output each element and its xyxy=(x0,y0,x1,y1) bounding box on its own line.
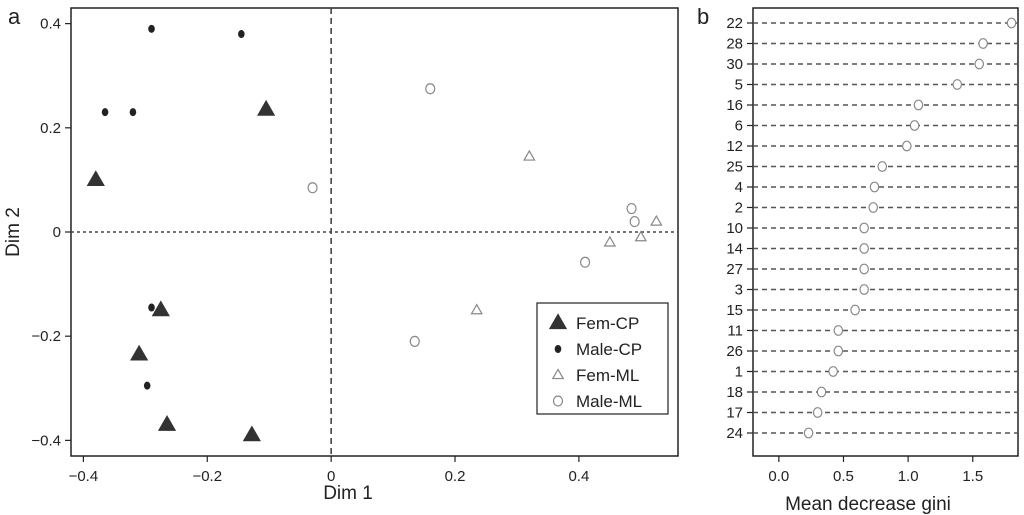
data-point-fem-cp xyxy=(130,344,149,361)
data-point-fem-ml xyxy=(603,235,617,247)
importance-dot xyxy=(952,79,963,90)
variable-label: 6 xyxy=(735,118,743,135)
x-tick-label: 1.0 xyxy=(898,468,919,485)
variable-label: 3 xyxy=(735,282,743,299)
x-tick-label: 1.5 xyxy=(962,468,983,485)
importance-dot xyxy=(859,222,869,234)
variable-label: 18 xyxy=(726,384,743,401)
importance-dot xyxy=(978,38,988,49)
data-point-male-ml xyxy=(409,335,420,347)
data-point-male-cp xyxy=(143,381,151,390)
variable-label: 12 xyxy=(726,138,743,155)
variable-label: 17 xyxy=(726,405,743,422)
importance-dot xyxy=(828,366,838,377)
data-point-fem-cp xyxy=(151,300,170,317)
x-tick-label: 0.2 xyxy=(445,468,466,485)
y-tick-label: 0 xyxy=(53,224,61,241)
legend-marker-fem-ml xyxy=(551,368,565,380)
data-point-fem-cp xyxy=(242,425,261,442)
variable-label: 11 xyxy=(727,323,743,340)
data-point-male-cp xyxy=(101,108,109,117)
importance-dot xyxy=(812,407,823,418)
variable-label: 27 xyxy=(726,261,743,278)
variable-label: 28 xyxy=(726,36,743,53)
data-point-male-cp xyxy=(238,30,245,39)
variable-label: 5 xyxy=(735,77,743,94)
y-tick-label: −0.2 xyxy=(31,328,61,345)
importance-dot xyxy=(974,58,985,70)
panel-a-scatter-chart: −0.4 −0.2 0 0.2 0.4 −0.4 −0.2 0 0.2 0.4 Dim 1 Di… xyxy=(3,7,679,504)
importance-dot xyxy=(833,325,844,336)
x-tick-label: 0.4 xyxy=(568,468,589,485)
importance-dot xyxy=(877,161,888,172)
variable-label: 15 xyxy=(726,302,743,319)
y-tick-label: −0.4 xyxy=(31,432,61,449)
variable-label: 26 xyxy=(726,343,743,360)
data-point-fem-ml xyxy=(523,149,536,161)
legend-marker-male-cp xyxy=(554,345,562,353)
data-point-fem-ml xyxy=(650,214,663,226)
importance-dot xyxy=(909,120,920,131)
panel-b-dot-chart: 22 28 30 5 16 6 12 25 4 2 10 14 27 3 15 11 26 1 18 17 24 0.0… xyxy=(726,7,1019,515)
importance-dot xyxy=(902,140,912,152)
variable-label: 14 xyxy=(726,241,743,258)
y-tick-label: 0.2 xyxy=(40,120,61,137)
importance-dot xyxy=(850,304,860,316)
variable-label: 16 xyxy=(726,97,743,114)
data-point-male-ml xyxy=(626,202,637,215)
importance-dot xyxy=(913,99,924,111)
panel-b-x-axis-label: Mean decrease gini xyxy=(785,494,951,515)
legend-label-male-cp: Male-CP xyxy=(576,340,642,359)
panel-a-y-axis-label: Dim 2 xyxy=(3,207,24,257)
data-point-male-cp xyxy=(148,303,155,312)
legend-marker-male-ml xyxy=(552,395,564,407)
legend-label-male-ml: Male-ML xyxy=(576,392,642,411)
data-point-fem-ml xyxy=(634,230,648,242)
variable-label: 25 xyxy=(726,159,743,176)
data-point-male-ml xyxy=(579,256,591,268)
legend-label-fem-cp: Fem-CP xyxy=(576,314,639,333)
data-point-fem-cp xyxy=(256,99,276,116)
data-point-male-cp xyxy=(129,108,137,117)
y-tick-label: 0.4 xyxy=(40,16,61,33)
importance-dot xyxy=(859,243,869,254)
data-point-male-ml xyxy=(307,182,318,194)
data-point-fem-cp xyxy=(86,170,105,187)
panel-b-label: b xyxy=(697,4,709,29)
variable-label: 1 xyxy=(735,364,743,381)
x-tick-label: −0.2 xyxy=(192,468,222,485)
data-point-male-ml xyxy=(629,215,640,228)
importance-dot xyxy=(833,345,844,357)
variable-label: 22 xyxy=(726,15,743,32)
legend-marker-fem-cp xyxy=(548,313,568,330)
importance-dot xyxy=(803,427,814,439)
variable-label: 30 xyxy=(726,56,743,73)
legend-label-fem-ml: Fem-ML xyxy=(576,366,639,385)
data-point-male-ml xyxy=(425,83,436,95)
importance-dot xyxy=(868,202,879,213)
importance-dot xyxy=(859,263,869,275)
x-tick-label: 0 xyxy=(327,468,335,485)
data-point-fem-cp xyxy=(157,415,177,431)
panel-b-plot-frame xyxy=(752,7,1019,457)
importance-dot xyxy=(859,284,869,295)
importance-dot xyxy=(1006,17,1017,29)
variable-label: 2 xyxy=(735,200,743,217)
importance-dot xyxy=(869,181,880,193)
data-point-fem-ml xyxy=(470,303,483,315)
importance-dot xyxy=(816,386,827,398)
panel-a-legend: Fem-CP Male-CP Fem-ML Male-ML xyxy=(536,302,669,415)
panel-a-label: a xyxy=(8,4,21,29)
panel-a-x-axis-label: Dim 1 xyxy=(323,483,373,504)
x-tick-label: 0.0 xyxy=(768,468,789,485)
x-tick-label: 0.5 xyxy=(833,468,854,485)
data-point-male-cp xyxy=(148,24,155,33)
x-tick-label: −0.4 xyxy=(69,468,99,485)
variable-label: 4 xyxy=(735,179,743,196)
variable-label: 24 xyxy=(726,425,743,442)
variable-label: 10 xyxy=(726,220,743,237)
